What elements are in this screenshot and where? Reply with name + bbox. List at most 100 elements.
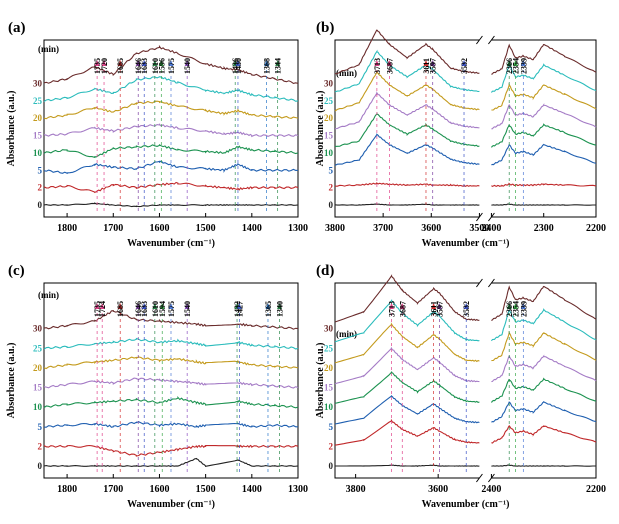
peak-label: 1633 bbox=[140, 58, 149, 74]
panel-letter: (d) bbox=[316, 263, 334, 279]
peak-arrow bbox=[275, 60, 281, 66]
curve-label-10: 10 bbox=[33, 148, 43, 158]
curve-label-5: 5 bbox=[329, 165, 334, 175]
x-tick-label: 2400 bbox=[481, 223, 501, 234]
x-tick-label: 1800 bbox=[57, 484, 77, 495]
peak-label: 3713 bbox=[373, 58, 382, 74]
peak-arrow bbox=[168, 60, 174, 66]
peak-label: 1575 bbox=[167, 301, 176, 317]
peak-arrow bbox=[101, 60, 107, 66]
peak-arrow bbox=[94, 60, 100, 66]
curve-label-2: 2 bbox=[329, 441, 334, 451]
peak-label: 1610 bbox=[151, 58, 160, 74]
peak-label: 3611 bbox=[422, 58, 431, 74]
spectrum-line-2min bbox=[334, 418, 597, 446]
peak-label: 1368 bbox=[263, 58, 272, 74]
peak-label: 3687 bbox=[385, 58, 394, 74]
y-axis-label: Absorbance (a.u.) bbox=[315, 343, 326, 419]
peak-arrow bbox=[264, 60, 270, 66]
curve-label-20: 20 bbox=[324, 363, 334, 373]
peak-label: 1344 bbox=[274, 58, 283, 74]
peak-label: 1720 bbox=[100, 58, 109, 74]
x-tick-label: 3600 bbox=[428, 484, 448, 495]
peak-arrow bbox=[374, 60, 380, 66]
peak-arrow bbox=[506, 303, 512, 309]
peak-arrow bbox=[94, 303, 100, 309]
peak-label: 1735 bbox=[93, 58, 102, 74]
peak-arrow bbox=[168, 303, 174, 309]
axis-frame bbox=[43, 282, 299, 479]
panel-letter: (a) bbox=[8, 20, 26, 36]
peak-label: 3687 bbox=[398, 301, 407, 317]
spectrum-line-15min bbox=[334, 346, 597, 385]
peak-arrow bbox=[117, 303, 123, 309]
time-unit-label: (min) bbox=[38, 44, 59, 54]
peak-arrow bbox=[236, 303, 242, 309]
curve-label-5: 5 bbox=[329, 422, 334, 432]
curve-label-25: 25 bbox=[33, 96, 43, 106]
peak-label: 3597 bbox=[429, 58, 438, 74]
y-axis-label: Absorbance (a.u.) bbox=[315, 91, 326, 167]
curve-label-2: 2 bbox=[38, 441, 43, 451]
spectrum-line-5min bbox=[334, 133, 597, 166]
peak-arrow bbox=[436, 303, 442, 309]
axis-frame-left bbox=[334, 39, 480, 218]
curve-label-0: 0 bbox=[38, 200, 43, 210]
spectrum-line-2min bbox=[335, 181, 597, 188]
x-tick-label: 1500 bbox=[196, 223, 216, 234]
peak-label: 3713 bbox=[388, 301, 397, 317]
spectrum-line-25min bbox=[43, 337, 299, 350]
curve-label-20: 20 bbox=[324, 113, 334, 123]
x-tick-label: 1600 bbox=[149, 223, 169, 234]
peak-arrow bbox=[184, 303, 190, 309]
peak-arrow bbox=[141, 303, 147, 309]
time-unit-label: (min) bbox=[336, 329, 357, 339]
curve-label-2: 2 bbox=[329, 183, 334, 193]
peak-label: 2366 bbox=[505, 301, 514, 317]
curve-label-0: 0 bbox=[329, 200, 334, 210]
x-tick-label: 1700 bbox=[103, 484, 123, 495]
peak-arrow bbox=[463, 303, 469, 309]
x-tick-label: 2400 bbox=[481, 484, 501, 495]
peak-arrow bbox=[152, 303, 158, 309]
x-tick-label: 1500 bbox=[196, 484, 216, 495]
peak-arrow bbox=[512, 60, 518, 66]
spectrum-line-25min bbox=[43, 75, 299, 103]
peak-label: 2354 bbox=[511, 58, 520, 74]
spectrum-line-0min bbox=[334, 203, 596, 206]
curve-label-0: 0 bbox=[38, 461, 43, 471]
peak-arrow bbox=[506, 60, 512, 66]
spectrum-line-30min bbox=[334, 274, 597, 323]
peak-arrow bbox=[135, 303, 141, 309]
x-axis-label: Wavenumber (cm⁻¹) bbox=[422, 238, 510, 249]
x-tick-label: 1300 bbox=[288, 484, 308, 495]
spectrum-line-15min bbox=[334, 91, 597, 130]
panel-c: (c) 1800 1700 1600 1500 1400 1300 Wavenumber (c… bbox=[6, 263, 308, 510]
x-tick-label: 1800 bbox=[57, 223, 77, 234]
peak-label: 1633 bbox=[140, 301, 149, 317]
x-tick-label: 1400 bbox=[242, 223, 262, 234]
peak-label: 1646 bbox=[134, 301, 143, 317]
spectrum-line-5min bbox=[43, 160, 299, 175]
panel-letter: (b) bbox=[316, 20, 334, 36]
curve-label-10: 10 bbox=[324, 148, 334, 158]
peak-label: 1735 bbox=[93, 301, 102, 317]
curve-label-20: 20 bbox=[33, 113, 43, 123]
peak-label: 1610 bbox=[151, 301, 160, 317]
x-axis-label: Wavenumber (cm⁻¹) bbox=[422, 499, 510, 510]
peak-label: 1540 bbox=[183, 58, 192, 74]
peak-arrow bbox=[386, 60, 392, 66]
axis-break-mark bbox=[488, 278, 495, 288]
x-tick-label: 2200 bbox=[586, 223, 606, 234]
curve-label-15: 15 bbox=[33, 383, 43, 393]
peak-arrow bbox=[512, 303, 518, 309]
spectrum-line-10min bbox=[43, 143, 299, 159]
x-tick-label: 2200 bbox=[586, 484, 606, 495]
spectrum-line-0min bbox=[43, 202, 299, 208]
peak-arrow bbox=[520, 303, 526, 309]
peak-arrow bbox=[430, 60, 436, 66]
panel-letter: (c) bbox=[8, 263, 25, 279]
peak-arrow bbox=[235, 60, 241, 66]
peak-label: 3532 bbox=[460, 58, 469, 74]
peak-arrow bbox=[399, 303, 405, 309]
